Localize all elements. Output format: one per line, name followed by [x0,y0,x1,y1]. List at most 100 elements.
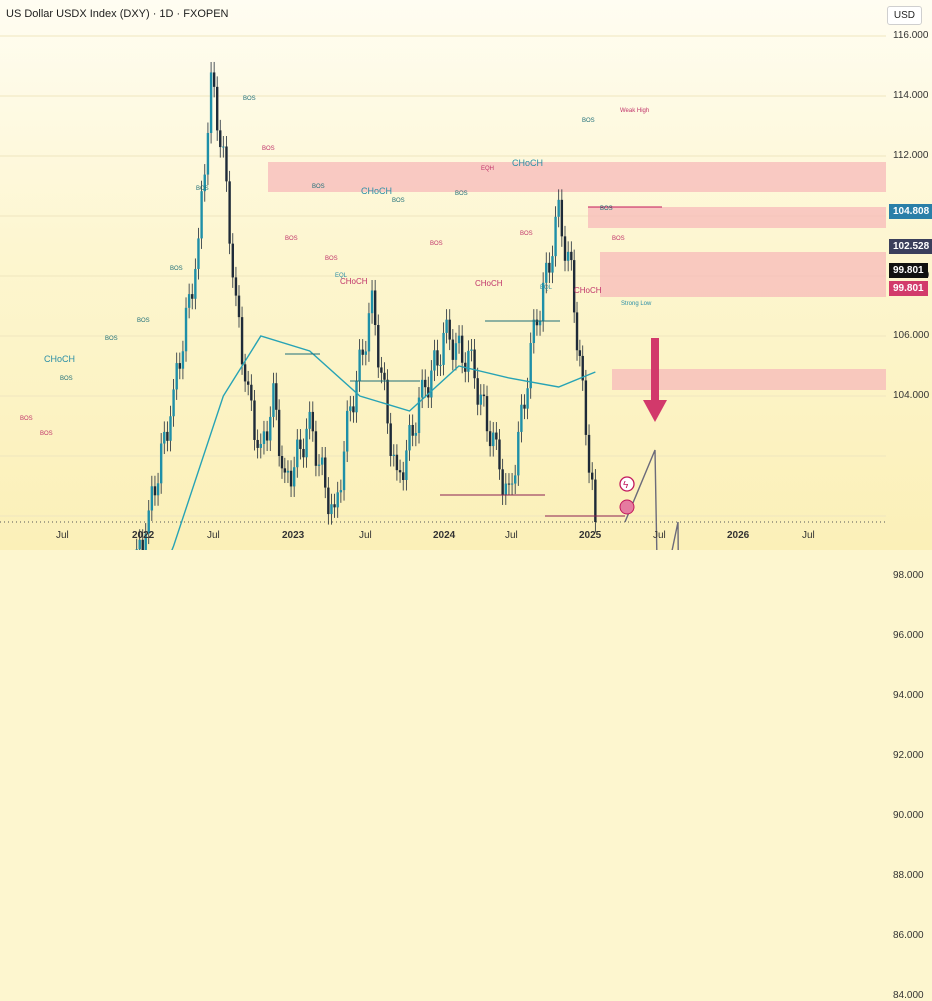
candle-body [545,262,548,283]
candle-body [222,146,225,148]
label-choch: CHoCH [361,186,392,196]
candle-body [302,448,305,458]
label-bos: BOS [325,256,338,262]
candle-body [389,423,392,456]
time-tick-label: Jul [359,530,372,541]
candle-body [482,394,486,397]
label-bos: BOS [60,376,73,382]
candle-body [194,268,197,299]
moving-average-line [171,335,596,550]
label-choch: CHoCH [574,286,602,295]
price-tick-label: 92.000 [893,750,924,761]
price-tick-label: 116.000 [893,30,929,41]
candle-body [299,439,302,449]
currency-button[interactable]: USD [886,6,922,25]
candle-body [548,262,551,273]
price-tag: 99.801 [889,263,928,278]
label-choch: CHoCH [44,354,75,364]
candle-body [225,146,228,182]
candle-body [163,431,166,444]
candle-body [272,383,275,417]
label-eql: EQL [335,273,348,279]
candle-body [355,381,358,413]
candle-body [181,351,185,369]
candle-body [352,406,355,413]
candle-body [535,319,539,326]
supply-zone [268,162,886,192]
candle-body [256,439,259,448]
candle-body [532,319,536,344]
candle-body [141,539,144,550]
price-tick-label: 112.000 [893,150,929,161]
candle-body [206,132,210,175]
candle-body [253,400,256,440]
candle-body [277,409,281,457]
label-bos: BOS [40,431,53,437]
candle-body [231,243,234,278]
candle-body [424,379,427,388]
time-tick-label: Jul [56,530,69,541]
bearish-arrow-head [643,400,667,422]
label-bos: BOS [392,198,405,204]
time-tick-label: Jul [505,530,518,541]
label-weak-high: Weak High [620,108,649,114]
candle-body [327,487,330,515]
candle-body [473,349,476,379]
candle-body [147,510,150,534]
candle-body [430,370,433,398]
candle-body [215,86,219,131]
price-chart[interactable]: CHoCH CHoCH CHoCH CHoCH CHoCH CHoCH Weak High S… [0,0,932,550]
label-eqh: EQH [481,166,494,172]
flag-icon [619,499,635,515]
candle-body [203,174,206,192]
price-tick-label: 96.000 [893,630,924,641]
price-tick-label: 88.000 [893,870,924,881]
candle-body [308,411,311,429]
candle-body [342,451,346,491]
time-tick-label: 2026 [727,530,750,541]
candle-body [212,72,216,87]
candle-body [153,486,157,496]
lightning-icon [619,476,635,492]
candle-body [442,332,445,365]
candle-body [311,411,315,432]
candle-body [529,343,532,389]
candle-body [538,321,542,326]
candle-body [292,467,296,487]
label-choch: CHoCH [475,279,503,288]
price-tick-label: 94.000 [893,690,924,701]
label-bos: BOS [105,336,118,342]
candle-body [513,475,517,484]
candle-body [414,432,418,436]
candle-body [570,251,573,261]
candle-body [243,364,247,382]
price-tick-label: 106.000 [893,330,930,341]
bearish-arrow-shaft [651,338,659,400]
candle-body [219,130,222,148]
candle-body [345,410,349,452]
supply-zone [600,252,886,297]
price-tick-label: 114.000 [893,90,929,101]
candle-body [209,72,213,133]
label-bos: BOS [520,231,533,237]
candle-body [191,294,194,299]
candle-body [305,428,308,458]
time-tick-label: Jul [653,530,666,541]
candle-body [367,313,371,352]
candle-body [451,339,455,360]
candle-body [172,389,175,417]
candle-body [175,363,178,390]
lightning-glyph: ϟ [623,480,629,491]
label-bos: BOS [262,146,275,152]
candle-body [187,294,191,308]
candle-body [159,443,163,484]
candle-body [246,381,250,385]
candle-body [517,431,520,476]
candle-body [333,504,336,508]
candle-body [330,504,333,515]
candle-body [280,456,284,469]
candle-body [178,363,182,369]
candle-body [581,355,584,381]
candle-body [594,479,597,522]
